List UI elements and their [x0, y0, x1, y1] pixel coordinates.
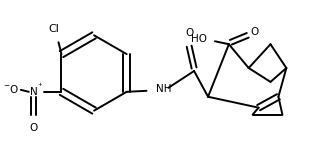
Text: N: N	[30, 87, 38, 97]
Text: $^{+}$: $^{+}$	[37, 81, 43, 90]
Text: Cl: Cl	[48, 24, 59, 34]
Text: O: O	[251, 27, 259, 37]
Text: NH: NH	[156, 84, 172, 94]
Text: HO: HO	[191, 34, 207, 44]
Text: O: O	[185, 28, 193, 38]
Text: $^{-}$O: $^{-}$O	[3, 83, 19, 95]
Text: O: O	[30, 123, 38, 133]
